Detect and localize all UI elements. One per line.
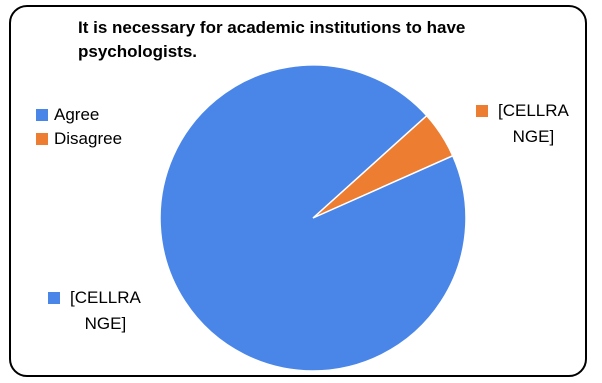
data-label-agree-line2: NGE] bbox=[84, 314, 127, 333]
data-label-agree-line1: [CELLRA bbox=[70, 288, 141, 307]
data-label-disagree-line2: NGE] bbox=[512, 127, 555, 146]
pie-slice-agree bbox=[159, 64, 467, 372]
chart-title: It is necessary for academic institution… bbox=[78, 18, 466, 61]
data-label-swatch-agree bbox=[48, 292, 60, 304]
data-label-disagree: [CELLRA NGE] bbox=[476, 98, 569, 150]
legend: Agree Disagree bbox=[36, 103, 122, 151]
legend-item-agree: Agree bbox=[36, 103, 122, 127]
legend-swatch-disagree bbox=[36, 133, 48, 145]
legend-label-disagree: Disagree bbox=[54, 129, 123, 148]
data-label-swatch-disagree bbox=[476, 105, 488, 117]
data-label-disagree-line1: [CELLRA bbox=[498, 101, 569, 120]
legend-swatch-agree bbox=[36, 109, 48, 121]
legend-item-disagree: Disagree bbox=[36, 127, 122, 151]
legend-label-agree: Agree bbox=[54, 105, 100, 124]
data-label-agree: [CELLRA NGE] bbox=[48, 285, 141, 337]
